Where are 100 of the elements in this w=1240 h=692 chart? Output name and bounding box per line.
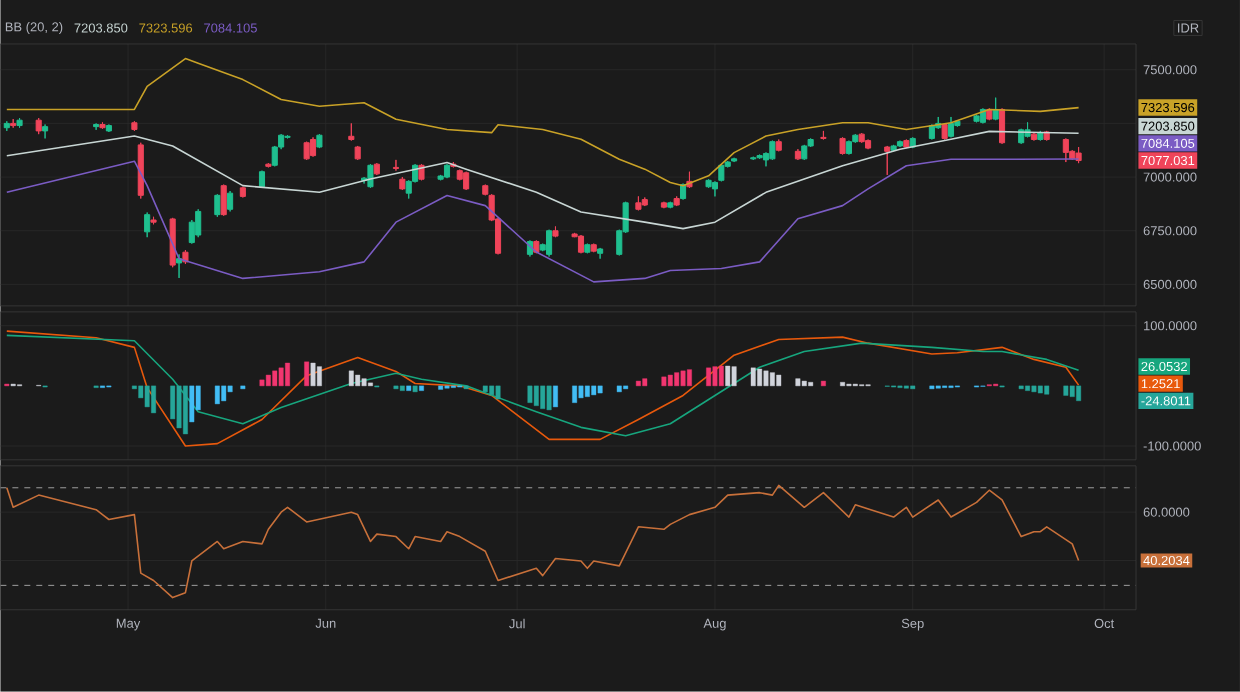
candlestick [239,186,246,199]
candlestick [577,234,585,254]
bar [718,365,724,387]
line-series [6,158,1080,283]
bar [1031,385,1037,393]
bar [221,385,227,402]
bar [355,374,361,387]
candlestick [3,120,10,132]
bar [144,385,150,408]
candlestick [1030,132,1037,142]
bar [482,385,488,393]
candlestick [195,208,202,238]
bar [189,385,195,423]
candlestick [884,145,891,176]
bar [527,385,533,404]
candlestick [839,136,846,156]
candlestick [820,130,827,141]
line-series [6,130,1080,230]
candlestick [42,124,49,140]
candlestick [801,144,808,161]
bar [361,378,367,387]
candlestick [367,163,374,189]
candlestick [303,141,310,161]
candlestick [660,201,667,209]
bar [661,376,667,387]
bar [546,385,552,411]
bar [348,370,354,387]
candlestick [635,196,642,211]
bar [1076,385,1082,402]
candlestick [99,121,106,130]
candlestick [845,140,852,156]
bar [616,385,622,393]
bar [278,367,284,387]
bar [406,385,412,391]
candlestick [584,243,591,254]
candlestick [858,132,865,144]
bar [259,379,265,387]
candlestick [105,124,112,133]
bar [706,367,712,387]
bar [757,368,763,387]
candlestick [35,117,42,135]
bar [489,385,495,396]
bar [680,370,686,387]
candlestick [673,196,680,207]
candlestick [16,117,23,129]
bar [1069,385,1075,398]
bar [725,365,731,387]
bar [712,366,718,387]
bar [272,370,278,387]
bar [1044,385,1050,395]
candlestick [896,140,904,148]
candlestick [10,118,17,129]
candlestick [731,157,738,163]
bar [642,378,648,387]
candlestick [641,197,648,207]
bar [310,362,316,387]
candlestick [131,120,138,132]
candlestick [418,163,425,181]
line-series [6,484,1080,599]
candlestick [443,163,451,179]
candlestick [769,140,776,161]
bar [176,385,182,429]
line-series [6,57,1080,187]
bar [674,372,680,387]
bar [597,385,603,394]
candlestick [348,123,355,142]
candlestick [392,159,400,172]
candlestick [794,148,801,161]
bar [687,369,692,387]
bar [495,385,501,400]
candlestick [137,142,144,200]
bar [801,380,807,387]
candlestick [590,243,597,253]
bar [214,385,220,405]
bar [304,361,310,387]
candlestick [1062,138,1069,163]
candlestick [597,247,604,260]
candlestick [220,184,227,217]
bar [1025,385,1030,391]
candlestick [373,162,380,176]
candlestick [399,176,406,191]
bar [578,385,584,399]
bar [584,385,590,398]
candlestick [941,123,948,141]
bar [769,372,775,387]
bar [419,385,424,391]
bar [183,385,188,435]
candlestick [718,163,725,182]
candlestick [316,133,323,149]
candlestick [463,171,470,191]
bar [151,385,156,414]
candlestick [265,162,272,169]
candlestick [705,178,712,189]
candlestick [150,216,157,225]
candlestick [775,139,782,152]
bar [553,385,558,408]
candlestick [667,201,674,209]
candlestick [227,190,234,213]
candlestick [711,181,719,198]
bar [731,366,737,387]
